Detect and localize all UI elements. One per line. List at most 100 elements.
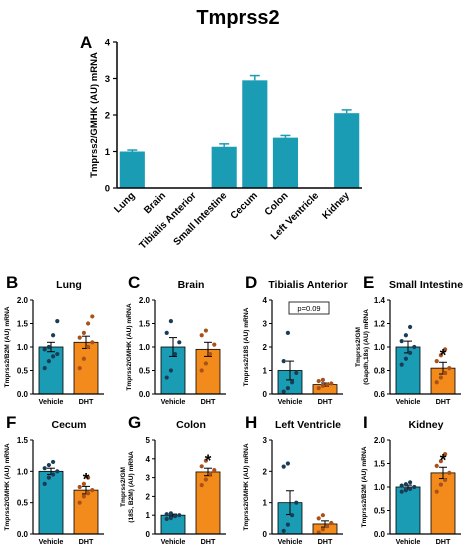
ytick-label-d: 2 xyxy=(263,343,268,352)
data-point-e xyxy=(434,380,439,385)
panel-letter-d: D xyxy=(245,273,257,292)
data-point-e xyxy=(438,353,443,358)
ytick-label-f: 1.0 xyxy=(17,467,29,476)
bar-a-0 xyxy=(119,151,145,188)
data-point-c xyxy=(203,328,208,333)
ytick-label-h: 1 xyxy=(263,499,268,508)
data-point-e xyxy=(408,350,413,355)
data-point-i xyxy=(399,489,404,494)
data-point-i xyxy=(403,482,408,487)
ytick-label-b: 1.0 xyxy=(17,343,29,352)
data-point-b xyxy=(86,321,91,326)
ytick-label-e: 1.2 xyxy=(374,320,386,329)
data-point-g xyxy=(203,477,208,482)
data-point-f xyxy=(77,484,82,490)
bar-g-0 xyxy=(160,514,186,535)
category-label-d: Vehicle xyxy=(278,397,303,406)
data-point-c xyxy=(199,333,204,338)
ytick-label-d: 1 xyxy=(263,367,268,376)
data-point-g xyxy=(203,458,208,463)
category-label-a: Lung xyxy=(112,190,137,215)
ytick-label-i: 0.0 xyxy=(374,530,386,539)
category-label-e: DHT xyxy=(436,397,451,406)
data-point-c xyxy=(173,351,178,357)
ytick-label-d: 0 xyxy=(263,390,268,399)
bar-i-1 xyxy=(430,472,456,535)
data-point-i xyxy=(412,484,417,490)
ytick-label-i: 1.5 xyxy=(374,460,386,469)
ytick-label-d: 4 xyxy=(263,296,268,305)
bar-a-3 xyxy=(211,146,237,188)
data-point-e xyxy=(434,359,439,364)
category-label-d: DHT xyxy=(318,397,333,406)
panel-letter-e: E xyxy=(363,273,374,292)
ytick-label-e: 1.0 xyxy=(374,343,386,352)
data-point-c xyxy=(164,330,169,335)
category-label-c: DHT xyxy=(201,397,216,406)
data-point-f xyxy=(42,466,47,471)
data-point-c xyxy=(168,319,173,324)
ytick-label-g: 3 xyxy=(146,474,151,483)
bar-a-5 xyxy=(272,137,298,188)
data-point-i xyxy=(438,482,443,487)
ytick-label-i: 0.5 xyxy=(374,507,386,516)
data-point-e xyxy=(447,366,452,371)
y-axis-label-d: Tmprss2/18S (AU) mRNA xyxy=(243,307,250,386)
data-point-f xyxy=(81,481,86,486)
pvalue-box-d xyxy=(288,301,330,315)
panel-letter-i: I xyxy=(363,413,368,432)
data-point-d xyxy=(316,386,321,391)
data-point-c xyxy=(199,368,204,373)
ytick-label-c: 1.5 xyxy=(139,320,151,329)
data-point-e xyxy=(399,362,404,367)
data-point-g xyxy=(177,513,182,518)
data-point-i xyxy=(447,470,452,475)
data-point-c xyxy=(212,342,217,347)
data-point-f xyxy=(51,459,56,465)
bar-a-4 xyxy=(242,80,268,188)
y-axis-label-b: Tmprss2/B2M (AU) mRNA xyxy=(4,306,11,387)
significance-star-f: * xyxy=(83,469,90,488)
panel-title-c: Brain xyxy=(178,279,205,291)
panel-title-g: Colon xyxy=(176,419,206,431)
data-point-h xyxy=(316,516,321,521)
bar-f-0 xyxy=(38,470,64,535)
ytick-label-b: 2.0 xyxy=(17,296,29,305)
panel-letter-a: A xyxy=(80,33,92,52)
figure-title: Tmprss2 xyxy=(196,7,279,29)
data-point-g xyxy=(199,464,204,469)
bar-e-0 xyxy=(395,346,421,395)
category-label-i: Vehicle xyxy=(396,537,421,546)
ytick-label-c: 2.0 xyxy=(139,296,151,305)
panel-i: I Kidney 0.0 0.5 1.0 1.5 2.0 Vehicle DHT Tmprss2/… xyxy=(361,413,461,546)
data-point-b xyxy=(46,344,52,350)
data-point-i xyxy=(443,452,448,457)
data-point-i xyxy=(438,459,443,464)
data-point-d xyxy=(316,378,321,384)
panel-title-i: Kidney xyxy=(408,419,443,431)
data-point-e xyxy=(443,347,448,352)
data-point-h xyxy=(320,527,325,532)
data-point-b xyxy=(81,330,86,335)
bar-i-0 xyxy=(395,486,421,535)
category-label-g: DHT xyxy=(201,537,216,546)
bar-f-1 xyxy=(73,489,99,535)
bar-g-1 xyxy=(195,471,221,535)
ytick-label-b: 1.5 xyxy=(17,320,29,329)
data-point-e xyxy=(412,344,417,350)
data-point-i xyxy=(403,488,408,493)
data-point-d xyxy=(320,377,325,382)
panel-letter-f: F xyxy=(6,413,16,432)
data-point-b xyxy=(42,366,47,371)
data-point-f xyxy=(46,475,52,480)
data-point-d xyxy=(281,389,286,394)
data-point-e xyxy=(403,356,408,361)
data-point-h xyxy=(294,500,299,505)
ytick-label-a: 3 xyxy=(105,74,110,85)
data-point-h xyxy=(320,513,325,518)
category-label-h: DHT xyxy=(318,537,333,546)
data-point-c xyxy=(203,361,208,366)
data-point-b xyxy=(51,354,56,359)
data-point-f xyxy=(90,488,95,493)
